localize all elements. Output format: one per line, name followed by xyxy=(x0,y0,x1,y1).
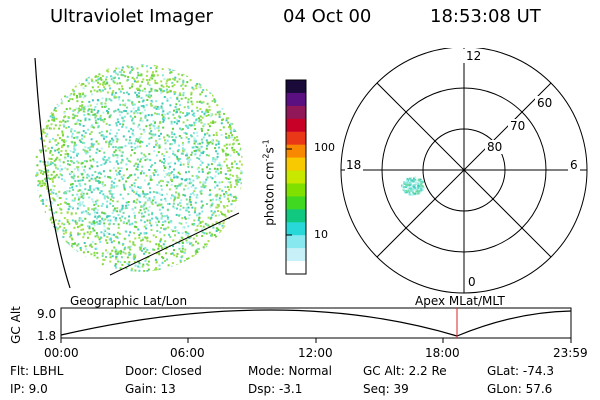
colorbar-swatch xyxy=(286,93,306,107)
mlt-label-12: 12 xyxy=(466,49,481,63)
colorbar-swatch xyxy=(286,196,306,210)
lat-label-60: 60 xyxy=(537,96,552,110)
mlt-label-0: 0 xyxy=(468,275,476,289)
mlt-label-18: 18 xyxy=(346,158,361,172)
time-tick-18: 18:00 xyxy=(425,346,460,360)
colorbar-swatch xyxy=(286,145,306,159)
time-tick-06: 06:00 xyxy=(170,346,205,360)
info-gain: Gain: 13 xyxy=(125,382,176,396)
time-tick-12: 12:00 xyxy=(298,346,333,360)
colorbar-tick-10: 10 xyxy=(314,228,328,241)
lat-label-70: 70 xyxy=(510,119,525,133)
info-gc-alt: GC Alt: 2.2 Re xyxy=(363,364,447,378)
info-glat: GLat: -74.3 xyxy=(487,364,554,378)
colorbar-swatch xyxy=(286,132,306,146)
observation-date: 04 Oct 00 xyxy=(283,6,371,27)
colorbar-swatch xyxy=(286,183,306,197)
colorbar-tick-100: 100 xyxy=(314,141,335,154)
colorbar-swatch xyxy=(286,158,306,172)
observation-time: 18:53:08 UT xyxy=(430,6,541,27)
colorbar-unit-label: photon cm-2s-1 xyxy=(262,119,277,247)
alt-axis-label: GC Alt xyxy=(9,300,23,350)
colorbar-swatch xyxy=(286,222,306,236)
alt-tick-1-8: 1.8 xyxy=(37,329,56,343)
geographic-image xyxy=(25,50,255,290)
alt-tick-9: 9.0 xyxy=(37,307,56,321)
info-seq: Seq: 39 xyxy=(363,382,409,396)
colorbar-swatch xyxy=(286,80,306,94)
colorbar-swatch xyxy=(286,209,306,223)
info-mode: Mode: Normal xyxy=(248,364,332,378)
colorbar-swatch xyxy=(286,171,306,185)
colorbar-swatch xyxy=(286,261,306,275)
time-tick-00: 00:00 xyxy=(44,346,79,360)
altitude-plot: 9.0 1.8 00:00 06:00 12:00 18:00 23:59 xyxy=(0,300,600,366)
info-ip: IP: 9.0 xyxy=(10,382,48,396)
info-dsp: Dsp: -3.1 xyxy=(248,382,302,396)
info-door: Door: Closed xyxy=(125,364,202,378)
colorbar-swatch xyxy=(286,235,306,249)
colorbar-swatch xyxy=(286,248,306,262)
lat-label-80: 80 xyxy=(487,140,502,154)
polar-plot: 12 18 6 0 60 70 80 xyxy=(340,48,590,298)
instrument-title: Ultraviolet Imager xyxy=(50,6,213,27)
time-tick-2359: 23:59 xyxy=(553,346,588,360)
mlt-label-6: 6 xyxy=(570,158,578,172)
info-glon: GLon: 57.6 xyxy=(487,382,552,396)
colorbar-swatch xyxy=(286,119,306,133)
info-filter: Flt: LBHL xyxy=(10,364,63,378)
colorbar-swatch xyxy=(286,106,306,120)
